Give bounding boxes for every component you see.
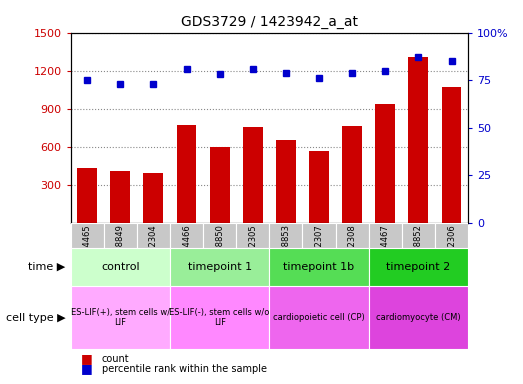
Text: count: count	[102, 354, 130, 364]
Bar	[170, 223, 203, 248]
Bar	[170, 248, 269, 286]
Bar	[336, 223, 369, 248]
Bar	[276, 141, 296, 223]
Bar	[71, 223, 104, 248]
Bar	[269, 223, 302, 248]
Bar	[170, 286, 269, 349]
Text: GSM522308: GSM522308	[348, 224, 357, 275]
Bar	[143, 173, 163, 223]
Text: ■: ■	[81, 362, 93, 375]
Text: GSM154467: GSM154467	[381, 224, 390, 275]
Bar	[342, 126, 362, 223]
Text: GSM238852: GSM238852	[414, 224, 423, 275]
Bar	[309, 151, 329, 223]
Text: GSM522304: GSM522304	[149, 224, 158, 275]
Text: GSM522305: GSM522305	[248, 224, 257, 275]
Bar	[269, 248, 369, 286]
Text: ■: ■	[81, 353, 93, 366]
Text: GSM238849: GSM238849	[116, 224, 125, 275]
Title: GDS3729 / 1423942_a_at: GDS3729 / 1423942_a_at	[181, 15, 358, 29]
Bar	[77, 168, 97, 223]
Bar	[137, 223, 170, 248]
Bar	[236, 223, 269, 248]
Text: GSM522307: GSM522307	[314, 224, 324, 275]
Text: GSM522306: GSM522306	[447, 224, 456, 275]
Text: control: control	[101, 262, 140, 272]
Bar	[104, 223, 137, 248]
Bar	[369, 286, 468, 349]
Text: timepoint 1: timepoint 1	[188, 262, 252, 272]
Text: percentile rank within the sample: percentile rank within the sample	[102, 364, 267, 374]
Text: GSM154466: GSM154466	[182, 224, 191, 275]
Text: cardiopoietic cell (CP): cardiopoietic cell (CP)	[273, 313, 365, 322]
Text: cardiomyocyte (CM): cardiomyocyte (CM)	[376, 313, 461, 322]
Bar	[203, 223, 236, 248]
Bar	[71, 248, 170, 286]
Bar	[435, 223, 468, 248]
Bar	[369, 223, 402, 248]
Text: time ▶: time ▶	[28, 262, 65, 272]
Bar	[71, 286, 170, 349]
Text: ES-LIF(+), stem cells w/
LIF: ES-LIF(+), stem cells w/ LIF	[71, 308, 170, 328]
Text: GSM238853: GSM238853	[281, 224, 290, 275]
Bar	[376, 104, 395, 223]
Bar	[441, 87, 461, 223]
Bar	[402, 223, 435, 248]
Text: GSM238850: GSM238850	[215, 224, 224, 275]
Bar	[177, 125, 197, 223]
Text: cell type ▶: cell type ▶	[6, 313, 65, 323]
Bar	[243, 127, 263, 223]
Text: ES-LIF(-), stem cells w/o
LIF: ES-LIF(-), stem cells w/o LIF	[169, 308, 270, 328]
Bar	[302, 223, 336, 248]
Bar	[269, 286, 369, 349]
Text: timepoint 1b: timepoint 1b	[283, 262, 355, 272]
Text: GSM154465: GSM154465	[83, 224, 92, 275]
Bar	[369, 248, 468, 286]
Bar	[210, 147, 230, 223]
Text: timepoint 2: timepoint 2	[386, 262, 450, 272]
Bar	[110, 171, 130, 223]
Bar	[408, 57, 428, 223]
